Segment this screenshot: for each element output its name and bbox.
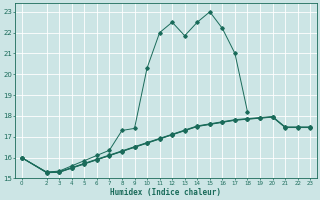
X-axis label: Humidex (Indice chaleur): Humidex (Indice chaleur)	[110, 188, 221, 197]
